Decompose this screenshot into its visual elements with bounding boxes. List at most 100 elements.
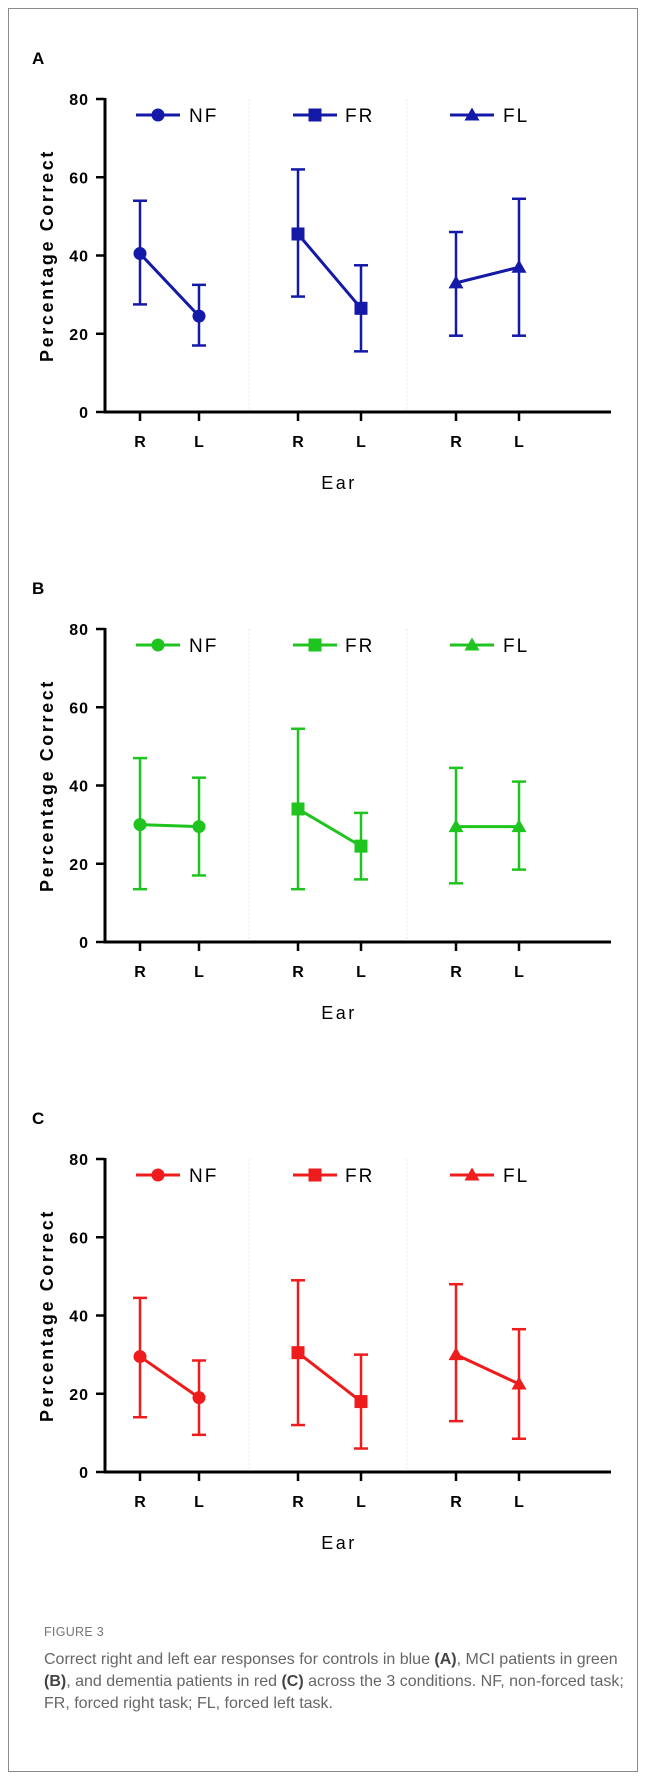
y-tick-label: 20 (69, 857, 89, 874)
legend-marker (308, 108, 322, 122)
legend-marker (151, 638, 165, 652)
x-tick-label: L (356, 964, 366, 981)
data-point (354, 1395, 368, 1409)
series-fl (448, 197, 527, 337)
legend-label: FR (345, 1166, 374, 1187)
series-fr (291, 1279, 368, 1450)
caption-panel-b-ref: (B) (44, 1673, 67, 1690)
legend-label: FL (503, 1166, 529, 1187)
data-point (192, 309, 206, 323)
x-axis-label: Ear (321, 1003, 357, 1023)
x-tick-label: L (194, 434, 204, 451)
caption-panel-c-ref: (C) (281, 1673, 304, 1690)
x-tick-label: L (514, 1494, 524, 1511)
series-fl (448, 766, 527, 885)
data-point (511, 1376, 527, 1390)
y-tick-label: 80 (69, 1152, 89, 1169)
y-axis-label: Percentage Correct (37, 149, 57, 362)
chart-svg: A 0 20 40 60 80 Percentage Correct Ear R L NF R L FR R… (32, 49, 611, 493)
y-tick-label: 60 (69, 700, 89, 717)
data-point (511, 259, 527, 273)
x-tick-label: L (514, 434, 524, 451)
legend-label: FR (345, 636, 374, 657)
x-axis-label: Ear (321, 1533, 357, 1553)
y-tick-label: 60 (69, 170, 89, 187)
x-tick-label: L (356, 1494, 366, 1511)
y-tick-label: 20 (69, 327, 89, 344)
panel-label: C (32, 1109, 44, 1128)
y-tick-label: 40 (69, 249, 89, 266)
series-nf (133, 756, 206, 891)
x-tick-label: R (134, 1494, 146, 1511)
panel-c: C 0 20 40 60 80 Percentage Correct Ear R L NF R L FR R… (9, 1069, 639, 1609)
series-nf (133, 1296, 206, 1437)
data-point (511, 819, 527, 833)
data-point (448, 1347, 464, 1361)
series-line (297, 1351, 362, 1403)
legend-marker (308, 1168, 322, 1182)
legend-item: FL (450, 106, 527, 127)
x-tick-label: L (194, 964, 204, 981)
x-tick-label: R (450, 964, 462, 981)
y-tick-label: 0 (79, 935, 89, 952)
legend-label: FR (345, 106, 374, 127)
x-tick-label: R (292, 964, 304, 981)
figure-caption: FIGURE 3 Correct right and left ear resp… (44, 1621, 624, 1715)
x-tick-label: R (134, 964, 146, 981)
y-tick-label: 80 (69, 92, 89, 109)
y-tick-label: 40 (69, 1309, 89, 1326)
legend-item: FL (450, 1166, 529, 1187)
data-point (133, 818, 147, 832)
data-point (133, 1350, 147, 1364)
legend-item: FR (293, 106, 374, 127)
series-line (297, 807, 362, 848)
legend-item: FL (450, 636, 529, 657)
y-tick-label: 80 (69, 622, 89, 639)
legend-item: NF (136, 636, 218, 657)
series-line (139, 823, 200, 829)
legend-item: NF (136, 1166, 216, 1187)
data-point (291, 1346, 305, 1360)
series-fl (448, 1282, 527, 1440)
legend-label: FL (503, 636, 529, 657)
panel-b: B 0 20 40 60 80 Percentage Correct Ear R L NF R L FR R… (9, 539, 639, 1079)
caption-part: Correct right and left ear responses for… (44, 1651, 435, 1668)
legend-label: NF (189, 106, 218, 127)
data-point (354, 839, 368, 853)
y-tick-label: 0 (79, 405, 89, 422)
y-axis-label: Percentage Correct (37, 1209, 57, 1422)
series-fr (291, 727, 368, 891)
caption-panel-a-ref: (A) (434, 1651, 457, 1668)
series-line (296, 233, 363, 310)
series-nf (133, 199, 206, 347)
x-tick-label: L (514, 964, 524, 981)
chart-svg: C 0 20 40 60 80 Percentage Correct Ear R L NF R L FR R… (32, 1109, 611, 1553)
figure: A 0 20 40 60 80 Percentage Correct Ear R L NF R L FR R… (8, 8, 638, 1772)
y-axis-label: Percentage Correct (37, 679, 57, 892)
x-tick-label: R (292, 1494, 304, 1511)
legend-marker (151, 1168, 165, 1182)
panel-label: B (32, 579, 44, 598)
caption-part: across the 3 conditions. NF, non-forced … (44, 1673, 624, 1712)
x-tick-label: L (356, 434, 366, 451)
caption-part: , MCI patients in green (456, 1651, 618, 1668)
data-point (192, 820, 206, 834)
caption-part: , and dementia patients in red (66, 1673, 282, 1690)
caption-title: FIGURE 3 (44, 1625, 105, 1639)
y-tick-label: 40 (69, 779, 89, 796)
x-tick-label: R (450, 434, 462, 451)
y-tick-label: 0 (79, 1465, 89, 1482)
y-tick-label: 20 (69, 1387, 89, 1404)
legend-item: FR (293, 1166, 374, 1187)
series-line (138, 252, 201, 318)
legend-item: FR (293, 636, 374, 657)
data-point (192, 1391, 206, 1405)
x-axis-label: Ear (321, 473, 357, 493)
x-tick-label: R (134, 434, 146, 451)
data-point (291, 227, 305, 241)
data-point (133, 247, 147, 261)
data-point (448, 275, 464, 289)
legend-label: NF (189, 636, 218, 657)
data-point (291, 802, 305, 816)
legend-marker (464, 107, 480, 121)
